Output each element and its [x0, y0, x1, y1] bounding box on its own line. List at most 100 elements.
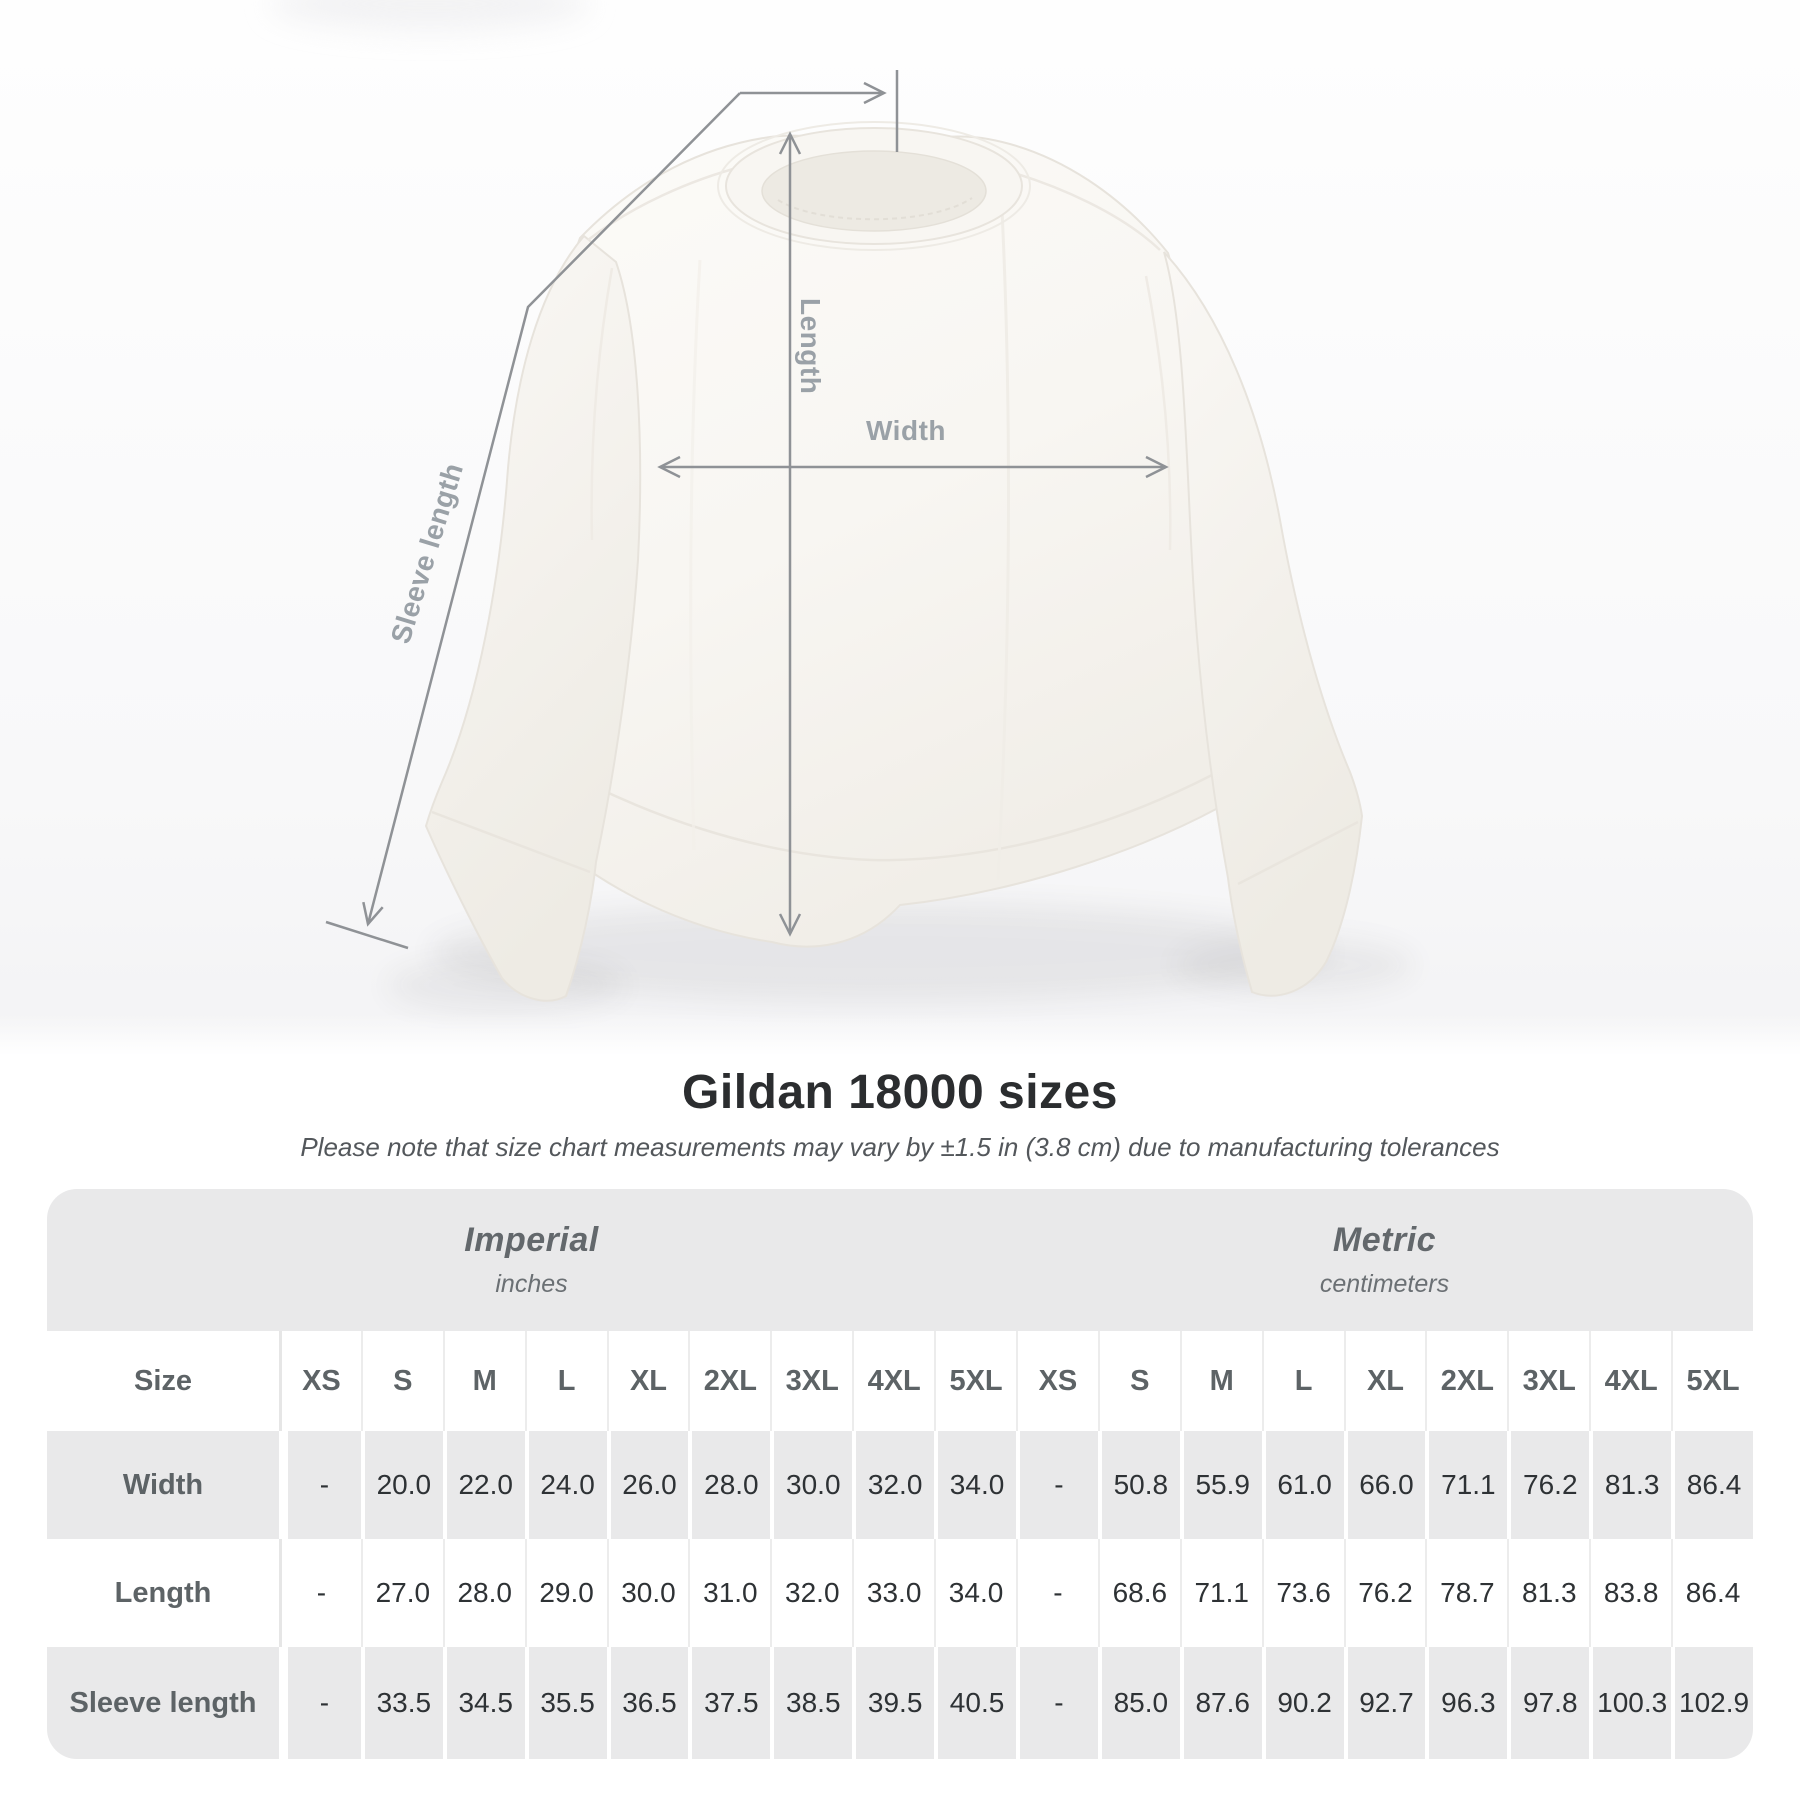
sweatshirt-measurement-diagram: Length Width Sleeve length: [0, 0, 1800, 1055]
size-value-cell: 28.0: [688, 1431, 770, 1539]
size-value-cell: 29.0: [524, 1539, 607, 1647]
size-header-cell: XS: [279, 1331, 361, 1431]
size-value-cell: 81.3: [1507, 1539, 1589, 1647]
size-value-cell: 66.0: [1343, 1431, 1426, 1539]
size-value-cell: -: [279, 1647, 361, 1759]
metric-group-unit: centimeters: [1319, 1270, 1450, 1298]
waistband-seam: [544, 758, 1213, 862]
size-value-cell: 30.0: [770, 1431, 852, 1539]
size-value-cell: 32.0: [852, 1431, 934, 1539]
size-value-cell: 32.0: [770, 1539, 852, 1647]
size-value-cell: 40.5: [934, 1647, 1016, 1759]
size-value-cell: 68.6: [1097, 1539, 1180, 1647]
size-header-cell: 3XL: [1507, 1331, 1589, 1431]
size-header-cell: L: [524, 1331, 607, 1431]
size-value-cell: 92.7: [1343, 1647, 1426, 1759]
size-header-cell: 4XL: [852, 1331, 934, 1431]
size-header-cell: S: [1097, 1331, 1180, 1431]
size-value-cell: 100.3: [1589, 1647, 1671, 1759]
size-header-cell: 2XL: [1425, 1331, 1507, 1431]
size-value-cell: -: [279, 1539, 361, 1647]
size-value-cell: 31.0: [688, 1539, 770, 1647]
size-value-cell: 38.5: [770, 1647, 852, 1759]
size-value-cell: 30.0: [606, 1539, 689, 1647]
unit-group-header-row: Imperial inches Metric centimeters: [47, 1189, 1753, 1331]
imperial-group-unit: inches: [495, 1270, 568, 1298]
sweatshirt-illustration: [424, 121, 1364, 1002]
right-armhole-seam: [1144, 275, 1172, 551]
size-value-cell: 83.8: [1589, 1539, 1671, 1647]
size-header-cell: M: [442, 1331, 525, 1431]
size-value-cell: 97.8: [1507, 1647, 1589, 1759]
left-armhole-seam: [590, 267, 614, 541]
size-value-cell: 20.0: [360, 1431, 443, 1539]
size-value-cell: -: [279, 1431, 361, 1539]
size-header-cell: M: [1179, 1331, 1262, 1431]
row-label-sleeve-length: Sleeve length: [69, 1686, 257, 1719]
size-value-cell: 22.0: [442, 1431, 525, 1539]
size-header-cell: 2XL: [688, 1331, 770, 1431]
size-value-cell: 61.0: [1261, 1431, 1344, 1539]
size-value-cell: 36.5: [606, 1647, 689, 1759]
size-header-cell: XL: [606, 1331, 689, 1431]
size-value-cell: 55.9: [1179, 1431, 1262, 1539]
size-value-cell: 76.2: [1343, 1539, 1426, 1647]
size-header-cell: L: [1261, 1331, 1344, 1431]
size-col-header: Size: [133, 1364, 193, 1397]
size-value-cell: 86.4: [1671, 1539, 1753, 1647]
sleeve-length-row: Sleeve length - 33.5 34.5 35.5 36.5 37.5…: [47, 1647, 1753, 1759]
size-value-cell: 27.0: [360, 1539, 443, 1647]
backdrop-smudge: [270, 0, 590, 30]
size-value-cell: 33.5: [360, 1647, 443, 1759]
size-header-cell: XS: [1015, 1331, 1098, 1431]
size-value-cell: 86.4: [1671, 1431, 1753, 1539]
size-value-cell: -: [1015, 1539, 1098, 1647]
size-table: Imperial inches Metric centimeters Size …: [47, 1189, 1753, 1759]
diagram-svg: Length Width Sleeve length: [0, 0, 1800, 1055]
right-sleeve: [1163, 251, 1364, 997]
size-value-cell: 73.6: [1261, 1539, 1344, 1647]
size-value-cell: -: [1015, 1647, 1098, 1759]
size-header-cell: 5XL: [1671, 1331, 1753, 1431]
size-value-cell: 34.0: [934, 1431, 1016, 1539]
sleeve-length-arrow: [362, 92, 741, 927]
size-value-cell: 34.0: [934, 1539, 1016, 1647]
metric-group-header: Metric centimeters: [1016, 1189, 1753, 1331]
size-value-cell: -: [1015, 1431, 1098, 1539]
body-crease-left: [689, 259, 702, 851]
size-value-cell: 50.8: [1097, 1431, 1180, 1539]
width-label: Width: [866, 415, 946, 446]
size-value-cell: 39.5: [852, 1647, 934, 1759]
size-header-cell: 5XL: [934, 1331, 1016, 1431]
imperial-group-title: Imperial: [464, 1221, 599, 1259]
length-label: Length: [795, 298, 826, 394]
size-header-cell: 3XL: [770, 1331, 852, 1431]
metric-group-title: Metric: [1332, 1221, 1437, 1259]
size-value-cell: 28.0: [442, 1539, 525, 1647]
size-value-cell: 71.1: [1179, 1539, 1262, 1647]
size-value-cell: 78.7: [1425, 1539, 1507, 1647]
size-value-cell: 24.0: [524, 1431, 607, 1539]
tolerance-note: Please note that size chart measurements…: [300, 1132, 1500, 1162]
sleeve-end-tick: [325, 920, 409, 950]
left-sleeve: [424, 234, 642, 1002]
row-label-length: Length: [114, 1576, 212, 1609]
collar: [717, 121, 1031, 251]
size-value-cell: 87.6: [1179, 1647, 1262, 1759]
size-value-cell: 34.5: [442, 1647, 525, 1759]
page-title: Gildan 18000 sizes: [682, 1066, 1118, 1119]
size-value-cell: 81.3: [1589, 1431, 1671, 1539]
size-header-row: Size XS S M L XL 2XL 3XL 4XL 5XL XS S M …: [47, 1331, 1753, 1431]
measurement-annotations: [325, 70, 1169, 950]
size-value-cell: 76.2: [1507, 1431, 1589, 1539]
row-label-width: Width: [122, 1468, 204, 1501]
size-value-cell: 26.0: [606, 1431, 689, 1539]
size-header-cell: 4XL: [1589, 1331, 1671, 1431]
size-value-cell: 33.0: [852, 1539, 934, 1647]
width-row: Width - 20.0 22.0 24.0 26.0 28.0 30.0 32…: [47, 1431, 1753, 1539]
size-value-cell: 37.5: [688, 1647, 770, 1759]
garment-shadow: [385, 902, 1415, 1013]
size-value-cell: 90.2: [1261, 1647, 1344, 1759]
right-shoulder-seam: [1003, 168, 1161, 251]
